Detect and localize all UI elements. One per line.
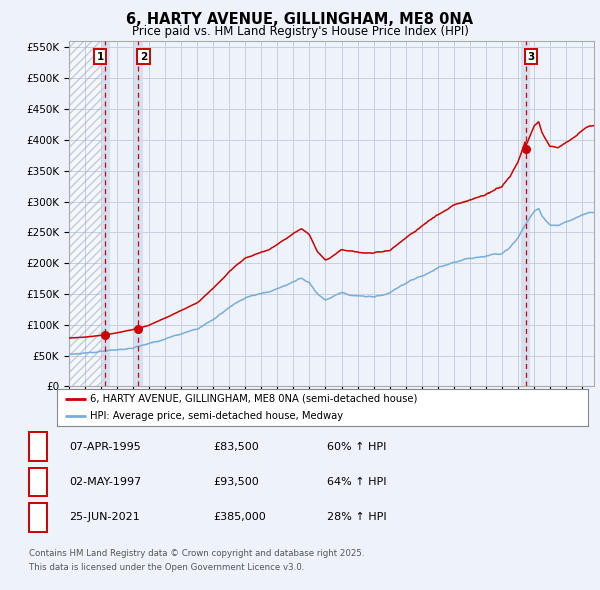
Bar	[134, 41, 143, 386]
Text: 2: 2	[140, 52, 147, 62]
Text: 25-JUN-2021: 25-JUN-2021	[69, 513, 140, 522]
Text: 28% ↑ HPI: 28% ↑ HPI	[327, 513, 386, 522]
Bar	[521, 41, 530, 386]
Text: 2: 2	[34, 477, 41, 487]
Text: Contains HM Land Registry data © Crown copyright and database right 2025.: Contains HM Land Registry data © Crown c…	[29, 549, 364, 558]
Text: £83,500: £83,500	[213, 442, 259, 451]
Bar	[101, 41, 110, 386]
Text: £385,000: £385,000	[213, 513, 266, 522]
Bar	[69, 41, 106, 386]
Text: 3: 3	[527, 52, 535, 62]
Text: 1: 1	[97, 52, 104, 62]
Text: 07-APR-1995: 07-APR-1995	[69, 442, 141, 451]
Text: 1: 1	[34, 442, 41, 451]
Text: Price paid vs. HM Land Registry's House Price Index (HPI): Price paid vs. HM Land Registry's House …	[131, 25, 469, 38]
Text: This data is licensed under the Open Government Licence v3.0.: This data is licensed under the Open Gov…	[29, 563, 304, 572]
Text: 6, HARTY AVENUE, GILLINGHAM, ME8 0NA (semi-detached house): 6, HARTY AVENUE, GILLINGHAM, ME8 0NA (se…	[91, 394, 418, 404]
Text: 60% ↑ HPI: 60% ↑ HPI	[327, 442, 386, 451]
Text: 64% ↑ HPI: 64% ↑ HPI	[327, 477, 386, 487]
Text: 3: 3	[34, 513, 41, 522]
Text: 02-MAY-1997: 02-MAY-1997	[69, 477, 141, 487]
Text: HPI: Average price, semi-detached house, Medway: HPI: Average price, semi-detached house,…	[91, 411, 344, 421]
Text: 6, HARTY AVENUE, GILLINGHAM, ME8 0NA: 6, HARTY AVENUE, GILLINGHAM, ME8 0NA	[127, 12, 473, 27]
Text: £93,500: £93,500	[213, 477, 259, 487]
Bar	[69, 41, 106, 386]
